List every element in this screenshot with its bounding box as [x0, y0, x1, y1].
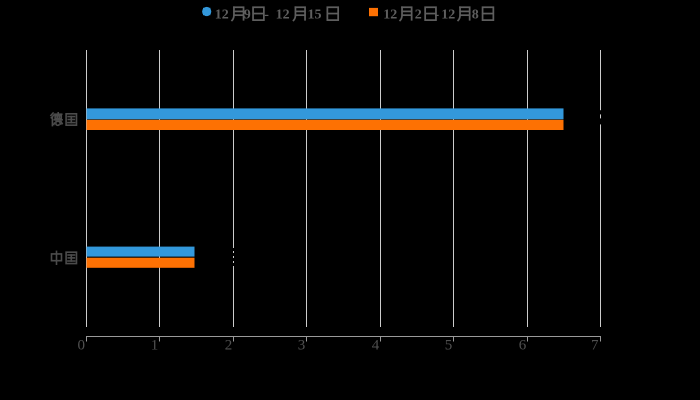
svg-text:-: -	[435, 7, 440, 22]
svg-text:12: 12	[383, 7, 397, 22]
svg-text:8: 8	[472, 7, 479, 22]
svg-text:4: 4	[372, 338, 380, 354]
svg-text:7: 7	[591, 338, 599, 354]
svg-text:15: 15	[308, 7, 322, 22]
svg-text:2: 2	[225, 338, 233, 354]
svg-text:1: 1	[151, 338, 159, 354]
svg-text:3: 3	[298, 338, 306, 354]
svg-text:2: 2	[415, 7, 422, 22]
svg-text:9: 9	[244, 7, 251, 22]
svg-text:12: 12	[276, 7, 290, 22]
svg-text:5: 5	[445, 338, 453, 354]
svg-text:-: -	[264, 7, 269, 22]
svg-text:12: 12	[441, 7, 455, 22]
svg-text:0: 0	[78, 338, 86, 354]
svg-text:12: 12	[215, 7, 229, 22]
svg-text:6: 6	[519, 338, 527, 354]
